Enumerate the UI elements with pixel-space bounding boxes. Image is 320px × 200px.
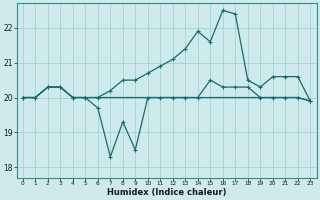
X-axis label: Humidex (Indice chaleur): Humidex (Indice chaleur) [107,188,226,197]
